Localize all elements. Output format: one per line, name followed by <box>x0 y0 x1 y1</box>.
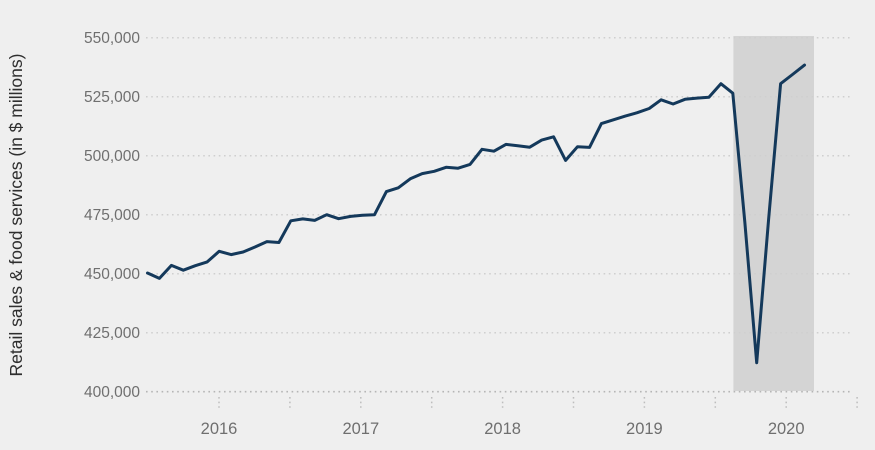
y-tick-label-400000: 400,000 <box>84 384 140 401</box>
y-tick-label-550000: 550,000 <box>84 30 140 47</box>
recession-shading-band <box>733 36 814 391</box>
retail-sales-line <box>146 63 806 365</box>
year-label-2017: 2017 <box>342 420 379 438</box>
year-label-2018: 2018 <box>484 420 521 438</box>
year-label-2016: 2016 <box>201 420 238 438</box>
y-axis-title: Retail sales & food services (in $ milli… <box>6 54 26 377</box>
y-tick-label-475000: 475,000 <box>84 207 140 224</box>
y-tick-label-450000: 450,000 <box>84 266 140 283</box>
y-tick-label-500000: 500,000 <box>84 148 140 165</box>
y-tick-label-425000: 425,000 <box>84 325 140 342</box>
year-label-2020: 2020 <box>768 420 805 438</box>
year-label-2019: 2019 <box>626 420 663 438</box>
y-tick-label-525000: 525,000 <box>84 89 140 106</box>
